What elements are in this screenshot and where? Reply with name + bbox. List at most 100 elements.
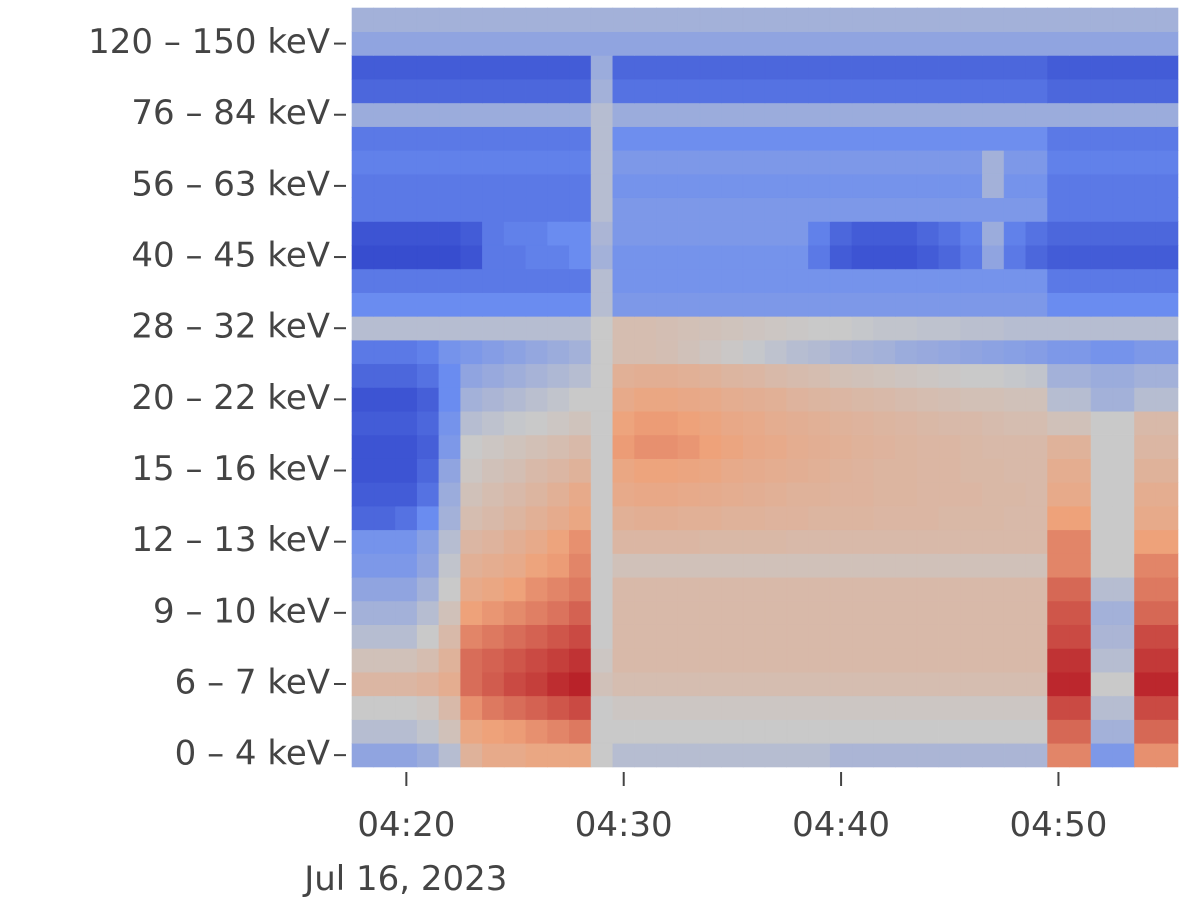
heatmap-cell: [504, 127, 526, 151]
heatmap-cell: [395, 648, 417, 672]
heatmap-cell: [765, 269, 787, 293]
heatmap-cell: [939, 696, 961, 720]
heatmap-cell: [1091, 696, 1113, 720]
heatmap-cell: [765, 720, 787, 744]
heatmap-cell: [1135, 127, 1157, 151]
heatmap-cell: [439, 743, 461, 767]
heatmap-cell: [982, 8, 1004, 32]
heatmap-cell: [504, 316, 526, 340]
heatmap-cell: [917, 198, 939, 222]
heatmap-cell: [874, 601, 896, 625]
heatmap-cell: [591, 8, 613, 32]
heatmap-cell: [1113, 316, 1135, 340]
heatmap-cell: [395, 506, 417, 530]
heatmap-cell: [1004, 174, 1026, 198]
heatmap-cell: [656, 364, 678, 388]
heatmap-cell: [439, 696, 461, 720]
heatmap-cell: [1091, 221, 1113, 245]
heatmap-cell: [722, 625, 744, 649]
heatmap-cell: [1069, 79, 1091, 103]
heatmap-cell: [656, 316, 678, 340]
heatmap-cell: [374, 79, 396, 103]
heatmap-cell: [1004, 269, 1026, 293]
heatmap-cell: [1026, 411, 1048, 435]
heatmap-cell: [1069, 340, 1091, 364]
heatmap-cell: [830, 103, 852, 127]
heatmap-cell: [939, 221, 961, 245]
heatmap-cell: [395, 482, 417, 506]
heatmap-cell: [526, 198, 548, 222]
heatmap-cell: [808, 435, 830, 459]
heatmap-cell: [678, 127, 700, 151]
heatmap-cell: [352, 293, 374, 317]
heatmap-cell: [1069, 530, 1091, 554]
heatmap-cell: [352, 221, 374, 245]
heatmap-cell: [787, 127, 809, 151]
heatmap-cell: [808, 269, 830, 293]
heatmap-cell: [787, 174, 809, 198]
heatmap-cell: [700, 648, 722, 672]
heatmap-cell: [395, 198, 417, 222]
heatmap-cell: [961, 411, 983, 435]
heatmap-cell: [678, 245, 700, 269]
heatmap-cell: [939, 672, 961, 696]
heatmap-cell: [417, 435, 439, 459]
heatmap-cell: [1156, 79, 1178, 103]
heatmap-cell: [874, 198, 896, 222]
heatmap-cell: [482, 411, 504, 435]
heatmap-cell: [1026, 340, 1048, 364]
heatmap-cell: [439, 316, 461, 340]
heatmap-cell: [1069, 696, 1091, 720]
heatmap-cell: [765, 625, 787, 649]
heatmap-cell: [526, 269, 548, 293]
heatmap-cell: [1069, 198, 1091, 222]
heatmap-cell: [395, 316, 417, 340]
heatmap-cell: [874, 174, 896, 198]
heatmap-cell: [482, 530, 504, 554]
heatmap-cell: [808, 103, 830, 127]
heatmap-cell: [1026, 269, 1048, 293]
heatmap-cell: [656, 577, 678, 601]
heatmap-cell: [1113, 648, 1135, 672]
heatmap-cell: [874, 625, 896, 649]
heatmap-cell: [548, 601, 570, 625]
heatmap-cell: [917, 293, 939, 317]
heatmap-cell: [982, 221, 1004, 245]
heatmap-cell: [1048, 364, 1070, 388]
heatmap-cell: [765, 79, 787, 103]
heatmap-cell: [395, 221, 417, 245]
heatmap-cell: [808, 554, 830, 578]
heatmap-cell: [374, 293, 396, 317]
heatmap-cell: [830, 79, 852, 103]
heatmap-cell: [1048, 221, 1070, 245]
y-tick-label: 9 – 10 keV: [153, 591, 330, 631]
heatmap-cell: [1069, 221, 1091, 245]
heatmap-cell: [1048, 601, 1070, 625]
heatmap-cell: [830, 577, 852, 601]
heatmap-cell: [874, 316, 896, 340]
heatmap-cell: [1069, 245, 1091, 269]
heatmap-cell: [569, 577, 591, 601]
heatmap-cell: [1069, 506, 1091, 530]
heatmap-cell: [656, 55, 678, 79]
heatmap-cell: [917, 625, 939, 649]
heatmap-cell: [1113, 79, 1135, 103]
heatmap-cell: [591, 720, 613, 744]
heatmap-cell: [656, 221, 678, 245]
heatmap-cell: [1135, 648, 1157, 672]
heatmap-cell: [961, 364, 983, 388]
heatmap-cell: [504, 8, 526, 32]
heatmap-cell: [526, 435, 548, 459]
heatmap-cell: [765, 340, 787, 364]
heatmap-cell: [352, 506, 374, 530]
heatmap-cell: [939, 577, 961, 601]
heatmap-cell: [526, 55, 548, 79]
heatmap-cell: [678, 743, 700, 767]
heatmap-cell: [461, 672, 483, 696]
heatmap-cell: [917, 8, 939, 32]
heatmap-cell: [439, 648, 461, 672]
heatmap-cell: [722, 482, 744, 506]
heatmap-cell: [591, 625, 613, 649]
heatmap-cell: [722, 293, 744, 317]
